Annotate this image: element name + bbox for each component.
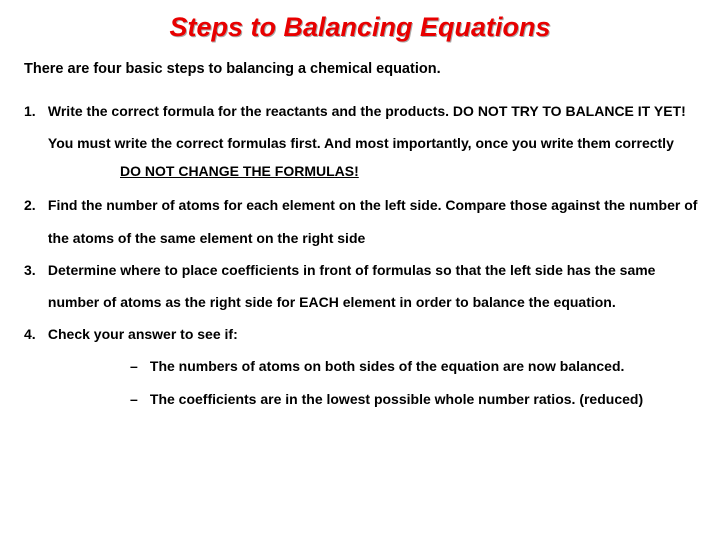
step-4-num: 4. (24, 318, 44, 350)
sub-1-text: The numbers of atoms on both sides of th… (150, 358, 625, 374)
step-3: 3. Determine where to place coefficients… (24, 254, 700, 318)
warning-text: DO NOT CHANGE THE FORMULAS! (120, 163, 700, 179)
step-2: 2. Find the number of atoms for each ele… (24, 189, 700, 253)
step-3-num: 3. (24, 254, 44, 286)
step-1-text: Write the correct formula for the reacta… (48, 95, 698, 159)
sub-2-text: The coefficients are in the lowest possi… (150, 391, 643, 407)
step-3-text: Determine where to place coefficients in… (48, 254, 698, 318)
slide-page: Steps to Balancing Equations There are f… (0, 0, 720, 540)
step-4-sub-2: – The coefficients are in the lowest pos… (130, 383, 700, 415)
step-2-num: 2. (24, 189, 44, 221)
step-4-sub-1: – The numbers of atoms on both sides of … (130, 350, 700, 382)
step-4: 4. Check your answer to see if: (24, 318, 700, 350)
step-1-num: 1. (24, 95, 44, 127)
intro-text: There are four basic steps to balancing … (24, 61, 700, 77)
step-2-text: Find the number of atoms for each elemen… (48, 189, 698, 253)
dash-icon: – (130, 350, 146, 382)
dash-icon: – (130, 383, 146, 415)
step-1: 1. Write the correct formula for the rea… (24, 95, 700, 159)
step-4-text: Check your answer to see if: (48, 318, 698, 350)
page-title: Steps to Balancing Equations (20, 12, 700, 43)
